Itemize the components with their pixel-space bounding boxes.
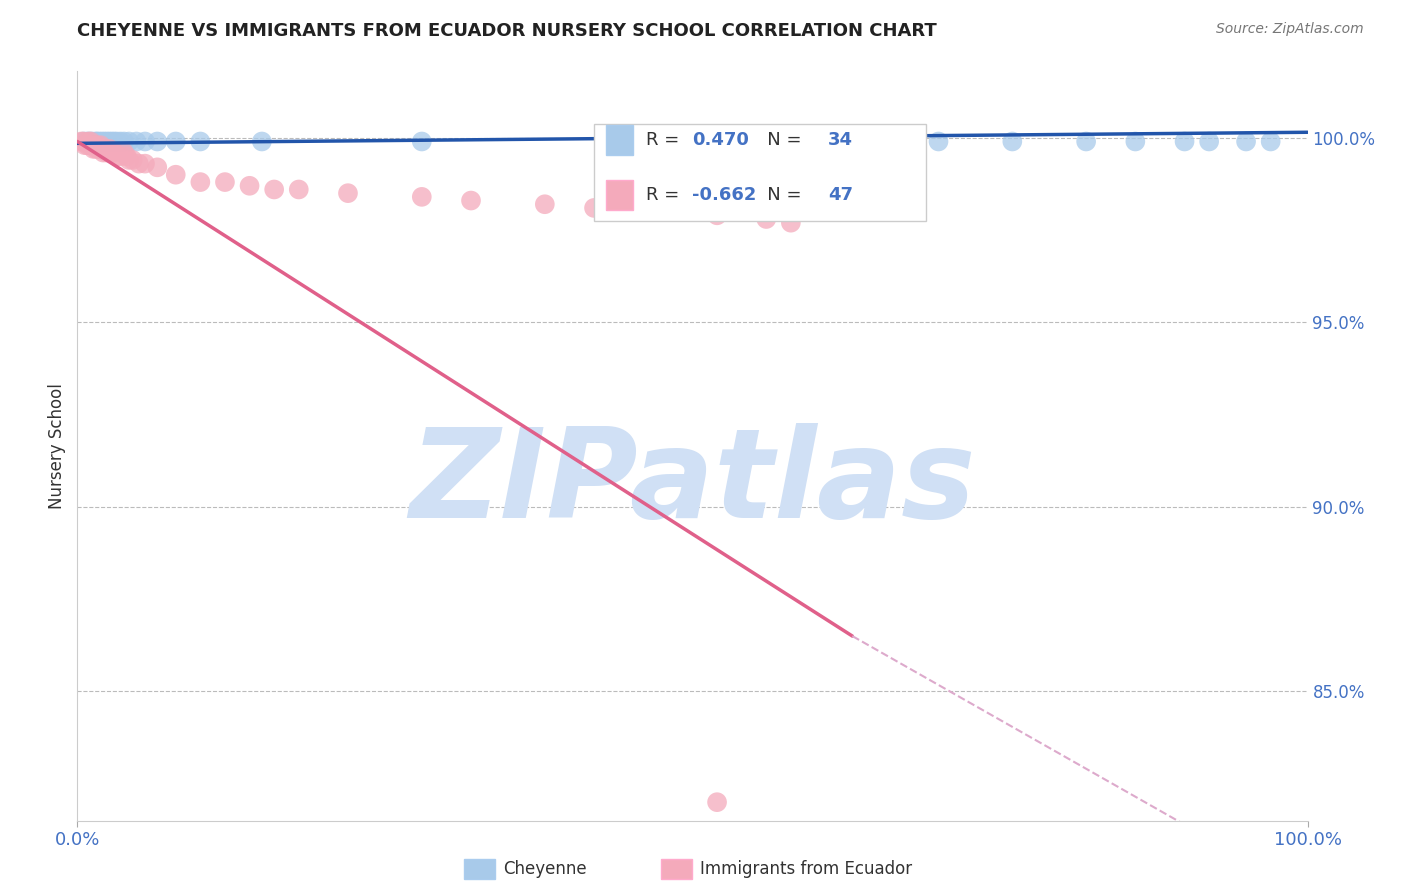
Point	[90, 142, 114, 156]
Text: Cheyenne: Cheyenne	[503, 860, 586, 878]
Point	[110, 149, 132, 163]
Point	[165, 168, 187, 182]
Text: 47: 47	[828, 186, 853, 204]
Point	[188, 175, 212, 189]
Point	[86, 138, 108, 153]
Text: N =: N =	[751, 131, 807, 149]
Point	[706, 135, 728, 149]
Point	[83, 138, 105, 153]
Point	[82, 135, 104, 149]
Point	[72, 135, 94, 149]
Point	[214, 175, 236, 189]
Point	[118, 153, 141, 167]
Point	[91, 145, 114, 160]
Point	[288, 182, 311, 196]
Point	[146, 161, 169, 175]
Text: 0.470: 0.470	[693, 131, 749, 149]
Point	[118, 135, 141, 149]
Point	[1076, 135, 1098, 149]
Point	[84, 142, 107, 156]
Point	[96, 145, 118, 160]
Point	[101, 135, 124, 149]
Bar	[606, 180, 634, 210]
Point	[534, 197, 557, 211]
Point	[1174, 135, 1197, 149]
Text: -0.662: -0.662	[693, 186, 756, 204]
Y-axis label: Nursery School: Nursery School	[48, 383, 66, 509]
Point	[105, 149, 128, 163]
Point	[90, 135, 114, 149]
Point	[98, 142, 121, 156]
Point	[866, 135, 889, 149]
Text: Immigrants from Ecuador: Immigrants from Ecuador	[700, 860, 912, 878]
Text: ZIPatlas: ZIPatlas	[409, 423, 976, 544]
Point	[93, 135, 115, 149]
Point	[134, 156, 156, 170]
Point	[460, 194, 482, 208]
Point	[128, 156, 150, 170]
Point	[80, 135, 103, 149]
Point	[90, 138, 112, 153]
Point	[84, 135, 107, 149]
Point	[134, 135, 156, 149]
Point	[79, 138, 101, 153]
Point	[1198, 135, 1220, 149]
Text: CHEYENNE VS IMMIGRANTS FROM ECUADOR NURSERY SCHOOL CORRELATION CHART: CHEYENNE VS IMMIGRANTS FROM ECUADOR NURS…	[77, 22, 936, 40]
Point	[583, 201, 606, 215]
Point	[86, 135, 108, 149]
Point	[79, 135, 101, 149]
Point	[82, 138, 104, 153]
Point	[103, 145, 125, 160]
Point	[103, 135, 125, 149]
Point	[250, 135, 273, 149]
Point	[706, 208, 728, 222]
Point	[98, 135, 121, 149]
Point	[146, 135, 169, 149]
Point	[121, 153, 143, 167]
Point	[1260, 135, 1282, 149]
Point	[1001, 135, 1024, 149]
Point	[1125, 135, 1147, 149]
Point	[188, 135, 212, 149]
Point	[70, 135, 93, 149]
Point	[82, 142, 104, 156]
Point	[411, 135, 433, 149]
FancyBboxPatch shape	[595, 124, 927, 221]
Point	[780, 216, 803, 230]
Point	[89, 142, 111, 156]
Point	[76, 138, 98, 153]
Point	[1234, 135, 1257, 149]
Point	[706, 795, 728, 809]
Point	[411, 190, 433, 204]
Point	[87, 142, 110, 156]
Point	[928, 135, 950, 149]
Point	[115, 149, 138, 163]
Point	[755, 212, 778, 227]
Point	[239, 178, 262, 193]
Point	[337, 186, 360, 201]
Point	[76, 135, 98, 149]
Point	[93, 142, 115, 156]
Point	[263, 182, 285, 196]
Point	[77, 135, 100, 149]
Point	[125, 135, 148, 149]
Bar	[606, 125, 634, 155]
Text: R =: R =	[645, 186, 685, 204]
Point	[112, 135, 135, 149]
Text: R =: R =	[645, 131, 685, 149]
Point	[105, 135, 128, 149]
Text: Source: ZipAtlas.com: Source: ZipAtlas.com	[1216, 22, 1364, 37]
Point	[165, 135, 187, 149]
Point	[682, 204, 704, 219]
Point	[112, 145, 135, 160]
Text: 34: 34	[828, 131, 853, 149]
Point	[73, 138, 96, 153]
Point	[72, 135, 94, 149]
Point	[110, 135, 132, 149]
Text: N =: N =	[751, 186, 807, 204]
Point	[89, 135, 111, 149]
Point	[96, 135, 118, 149]
Point	[101, 145, 124, 160]
